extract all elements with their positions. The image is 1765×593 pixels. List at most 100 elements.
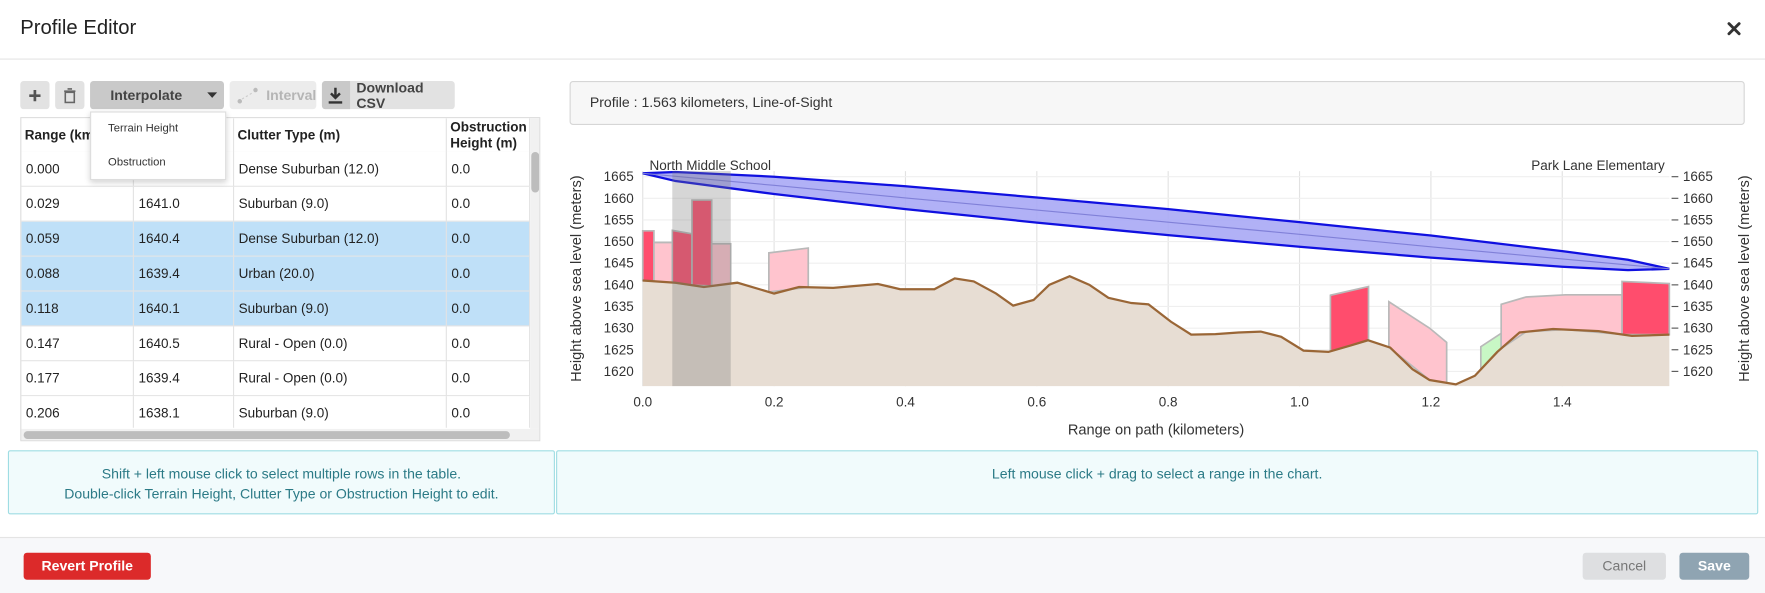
interval-label: Interval [266, 87, 317, 103]
header-cell: Obstruction Height (m) [447, 118, 531, 152]
table-cell[interactable]: 0.059 [21, 221, 134, 257]
table-body: 0.000 Dense Suburban (12.0) 0.0 0.029 1641.0… [21, 151, 531, 428]
table-cell[interactable]: Dense Suburban (12.0) [234, 151, 447, 187]
terrain-fill [642, 276, 1670, 387]
menu-item[interactable]: Obstruction [108, 156, 166, 169]
y-axis-title: Height above sea level (meters) [569, 175, 585, 381]
y-tick-label: 1665 [604, 169, 634, 184]
selection-range [672, 171, 731, 387]
dialog-title: Profile Editor [20, 15, 137, 39]
table-cell[interactable]: 1641.0 [134, 186, 235, 222]
start-label: North Middle School [649, 158, 771, 173]
interval-button[interactable]: Interval [229, 81, 317, 110]
y2-tick-label: 1645 [1683, 256, 1713, 271]
table-cell[interactable]: 0.118 [21, 291, 134, 327]
table-row[interactable]: 0.206 1638.1 Suburban (9.0) 0.0 [21, 396, 531, 428]
add-button[interactable] [20, 81, 50, 110]
y2-tick-label: 1650 [1683, 234, 1713, 249]
footer [0, 536, 1765, 593]
table-cell[interactable]: 0.0 [447, 256, 531, 292]
table-cell[interactable]: Suburban (9.0) [234, 396, 447, 428]
table-cell[interactable]: 0.0 [447, 291, 531, 327]
y2-tick-label: 1655 [1683, 212, 1713, 227]
table-cell[interactable]: 1640.4 [134, 221, 235, 257]
x-tick-label: 0.8 [1159, 394, 1178, 409]
chart-help: Left mouse click + drag to select a rang… [556, 450, 1759, 515]
table-cell[interactable]: 0.0 [447, 361, 531, 397]
table-cell[interactable]: 0.147 [21, 326, 134, 362]
y-tick-label: 1630 [604, 321, 634, 336]
header-divider [0, 58, 1765, 60]
y2-tick-label: 1635 [1683, 299, 1713, 314]
header-cell: Clutter Type (m) [234, 118, 447, 152]
x-tick-label: 0.2 [765, 394, 784, 409]
table-cell[interactable]: 1639.4 [134, 256, 235, 292]
table-cell[interactable]: 0.0 [447, 186, 531, 222]
table-cell[interactable] [134, 151, 235, 187]
table-cell[interactable]: Dense Suburban (12.0) [234, 221, 447, 257]
interpolate-label: Interpolate [110, 87, 183, 103]
table-help: Shift + left mouse click to select multi… [7, 450, 555, 515]
y-tick-label: 1650 [604, 234, 634, 249]
table-row[interactable]: 0.029 1641.0 Suburban (9.0) 0.0 [21, 186, 531, 222]
y-tick-label: 1625 [604, 342, 634, 357]
profile-chart[interactable]: 0.0 0.2 0.4 0.6 0.8 1.0 1.2 1.4 1620 1620 1625 1625… [563, 146, 1765, 445]
x-tick-label: 1.4 [1553, 394, 1572, 409]
delete-button[interactable] [55, 81, 85, 110]
clutter-block [641, 229, 655, 283]
clutter-block [768, 247, 810, 293]
y2-tick-label: 1620 [1683, 364, 1713, 379]
close-button[interactable] [1727, 21, 1742, 36]
x-axis-title: Range on path (kilometers) [1068, 422, 1244, 438]
cancel-button[interactable]: Cancel [1582, 552, 1666, 580]
table-cell[interactable]: 0.0 [447, 396, 531, 428]
terrain-line [642, 274, 1670, 386]
interpolate-button[interactable]: Interpolate [90, 81, 225, 110]
table-row[interactable]: 0.177 1639.4 Rural - Open (0.0) 0.0 [21, 361, 531, 397]
table-cell[interactable]: 0.0 [447, 151, 531, 187]
table-cell[interactable]: Urban (20.0) [234, 256, 447, 292]
clutter-block [653, 241, 674, 284]
save-button[interactable]: Save [1679, 552, 1750, 580]
help-line: Shift + left mouse click to select multi… [101, 466, 462, 482]
help-line: Left mouse click + drag to select a rang… [991, 466, 1323, 482]
table-cell[interactable]: 0.088 [21, 256, 134, 292]
table-cell[interactable]: 0.029 [21, 186, 134, 222]
table-cell[interactable]: Rural - Open (0.0) [234, 361, 447, 397]
x-tick-label: 0.0 [633, 394, 652, 409]
table-cell[interactable]: 1638.1 [134, 396, 235, 428]
table-cell[interactable]: 0.206 [21, 396, 134, 428]
table-cell[interactable]: 0.0 [447, 326, 531, 362]
y2-axis-title: Height above sea level (meters) [1737, 175, 1753, 381]
download-button[interactable]: Download CSV [321, 79, 455, 111]
table-row[interactable]: 0.147 1640.5 Rural - Open (0.0) 0.0 [21, 326, 531, 362]
table-row[interactable]: 0.088 1639.4 Urban (20.0) 0.0 [21, 256, 531, 292]
table-cell[interactable]: Suburban (9.0) [234, 186, 447, 222]
table-cell[interactable]: Rural - Open (0.0) [234, 326, 447, 362]
revert-button[interactable]: Revert Profile [23, 552, 151, 580]
download-label: Download CSV [356, 79, 424, 111]
table-cell[interactable]: Suburban (9.0) [234, 291, 447, 327]
y2-tick-label: 1630 [1683, 321, 1713, 336]
horizontal-scrollbar[interactable] [21, 428, 540, 441]
clutter-block [1621, 280, 1671, 336]
table-cell[interactable]: 0.0 [447, 221, 531, 257]
table-row[interactable]: 0.059 1640.4 Dense Suburban (12.0) 0.0 [21, 221, 531, 257]
vertical-scrollbar[interactable] [530, 118, 540, 429]
y2-tick-label: 1640 [1683, 277, 1713, 292]
table-cell[interactable]: 1640.1 [134, 291, 235, 327]
profile-info: Profile : 1.563 kilometers, Line-of-Sigh… [569, 81, 1745, 125]
x-tick-label: 1.0 [1290, 394, 1309, 409]
table-cell[interactable]: 0.177 [21, 361, 134, 397]
x-tick-label: 0.6 [1027, 394, 1046, 409]
line-of-sight [642, 172, 1670, 270]
y-tick-label: 1655 [604, 212, 634, 227]
table-cell[interactable]: 1639.4 [134, 361, 235, 397]
y2-tick-label: 1625 [1683, 342, 1713, 357]
y2-tick-label: 1660 [1683, 191, 1713, 206]
end-label: Park Lane Elementary [1531, 158, 1665, 173]
table-row[interactable]: 0.118 1640.1 Suburban (9.0) 0.0 [21, 291, 531, 327]
menu-item[interactable]: Terrain Height [108, 122, 179, 136]
table-cell[interactable]: 1640.5 [134, 326, 235, 362]
